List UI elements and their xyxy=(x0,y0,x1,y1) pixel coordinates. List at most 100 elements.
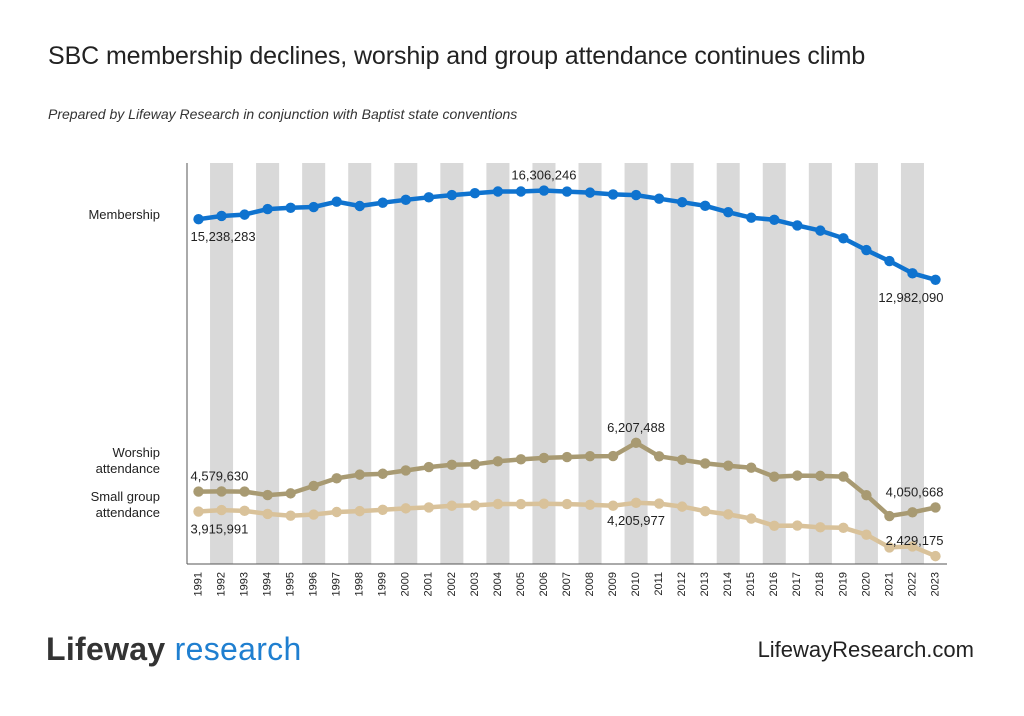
grid-band xyxy=(302,163,326,564)
data-point xyxy=(653,193,665,204)
data-label: 4,205,977 xyxy=(607,513,665,528)
data-point xyxy=(861,244,872,256)
data-point xyxy=(446,459,458,471)
data-point xyxy=(584,450,596,462)
data-point xyxy=(538,498,550,509)
x-tick-label: 1999 xyxy=(377,572,389,596)
data-point xyxy=(907,541,918,552)
x-tick-label: 1997 xyxy=(331,572,343,596)
x-tick-label: 2008 xyxy=(584,572,596,596)
x-tick-label: 1993 xyxy=(238,572,250,596)
x-tick-label: 2014 xyxy=(722,572,734,596)
data-point xyxy=(561,498,573,510)
data-point xyxy=(423,192,435,203)
data-point xyxy=(884,510,895,522)
data-point xyxy=(699,458,711,469)
data-point xyxy=(538,452,550,464)
data-point xyxy=(630,497,642,509)
data-point xyxy=(792,520,803,531)
data-point xyxy=(653,451,665,462)
data-point xyxy=(492,456,504,467)
series-name-label: Membership xyxy=(88,207,160,222)
lifeway-research-logo: Lifeway research xyxy=(46,631,302,668)
grid-band xyxy=(670,163,694,564)
x-tick-label: 2006 xyxy=(538,572,550,596)
grid-band xyxy=(900,163,924,564)
data-label: 16,306,246 xyxy=(511,168,576,183)
x-tick-label: 1995 xyxy=(285,572,297,596)
data-point xyxy=(861,529,872,540)
data-point xyxy=(285,202,296,213)
chart-subtitle: Prepared by Lifeway Research in conjunct… xyxy=(48,106,518,122)
x-tick-label: 2013 xyxy=(699,572,711,596)
x-tick-label: 2023 xyxy=(929,572,941,596)
data-point xyxy=(492,186,504,197)
data-point xyxy=(676,196,688,208)
data-point xyxy=(239,505,250,517)
data-label: 2,429,175 xyxy=(886,533,944,548)
x-tick-label: 2000 xyxy=(400,572,412,596)
data-point xyxy=(838,471,849,482)
logo-word-research: research xyxy=(165,631,302,667)
x-tick-label: 2018 xyxy=(814,572,826,596)
data-point xyxy=(907,507,918,518)
data-point xyxy=(792,470,803,481)
data-point xyxy=(746,513,757,524)
data-point xyxy=(607,500,619,511)
data-point xyxy=(769,520,780,531)
data-point xyxy=(607,450,619,462)
data-point xyxy=(308,509,319,520)
data-point xyxy=(354,505,365,517)
x-tick-label: 2002 xyxy=(446,572,458,596)
data-point xyxy=(216,210,227,222)
grid-band xyxy=(624,163,648,564)
data-point xyxy=(400,194,411,206)
x-tick-label: 2012 xyxy=(676,572,688,596)
x-tick-label: 1996 xyxy=(308,572,320,596)
data-point xyxy=(354,200,365,212)
data-point xyxy=(792,220,803,231)
x-tick-label: 2019 xyxy=(837,572,849,596)
grid-band xyxy=(532,163,556,564)
x-tick-label: 2022 xyxy=(906,572,918,596)
x-tick-label: 2005 xyxy=(515,572,527,596)
data-point xyxy=(930,550,941,562)
data-point xyxy=(354,469,365,480)
x-tick-label: 1994 xyxy=(262,572,274,596)
data-point xyxy=(515,186,527,197)
website-url: LifewayResearch.com xyxy=(757,637,974,662)
data-point xyxy=(469,500,481,511)
data-point xyxy=(561,451,573,463)
chart-title: SBC membership declines, worship and gro… xyxy=(48,42,866,70)
data-point xyxy=(193,486,204,497)
x-tick-label: 2015 xyxy=(745,572,757,596)
x-tick-label: 2010 xyxy=(630,572,642,596)
grid-band xyxy=(762,163,786,564)
data-point xyxy=(515,454,527,465)
grid-band xyxy=(854,163,878,564)
x-tick-label: 2004 xyxy=(492,572,504,596)
data-point xyxy=(377,468,388,479)
data-point xyxy=(653,498,665,509)
data-label: 4,050,668 xyxy=(886,484,944,499)
data-point xyxy=(193,506,204,517)
grid-band xyxy=(256,163,280,564)
grid-band xyxy=(348,163,372,564)
data-point xyxy=(584,499,596,510)
data-point xyxy=(561,186,573,197)
data-point xyxy=(515,498,527,510)
x-tick-label: 2020 xyxy=(860,572,872,596)
data-point xyxy=(630,437,642,448)
data-point xyxy=(746,212,757,223)
data-point xyxy=(884,542,895,553)
data-point xyxy=(216,504,227,516)
data-point xyxy=(630,189,642,201)
data-point xyxy=(239,209,250,220)
data-point xyxy=(285,510,296,521)
data-label: 12,982,090 xyxy=(878,290,943,305)
data-point xyxy=(838,522,849,534)
data-point xyxy=(262,508,273,520)
x-tick-label: 1991 xyxy=(192,572,204,596)
x-tick-label: 2011 xyxy=(653,572,665,596)
grid-band xyxy=(394,163,418,564)
